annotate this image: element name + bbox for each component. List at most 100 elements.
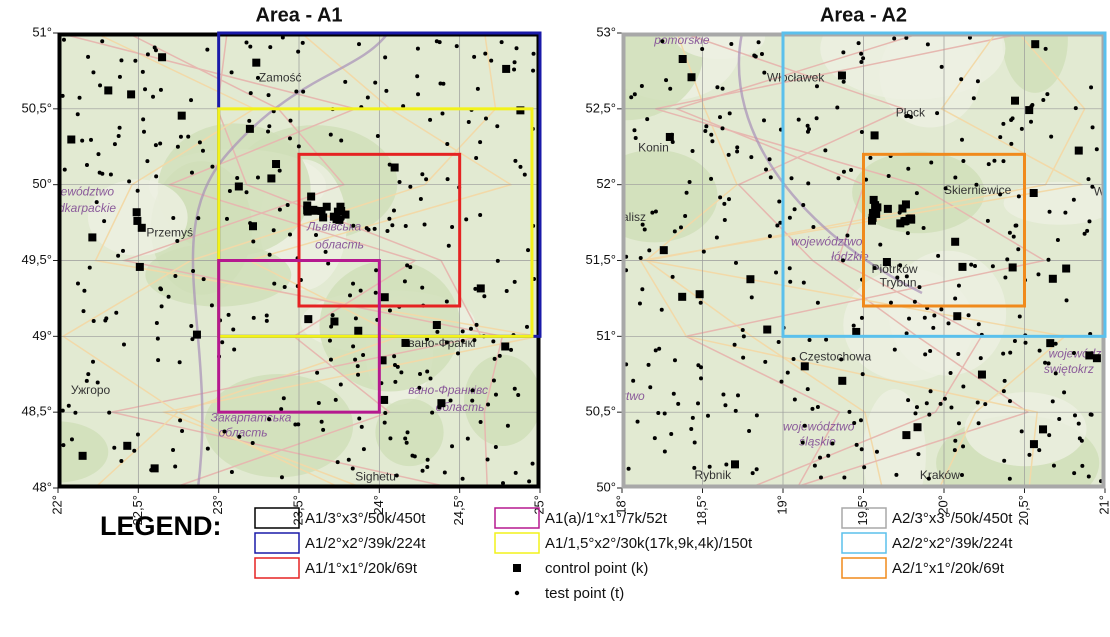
y-tick-label: 48,5°	[21, 404, 52, 419]
control-point	[267, 174, 275, 182]
place-label: Sighetu	[355, 470, 396, 484]
test-point	[1008, 351, 1012, 355]
test-point	[518, 165, 522, 169]
x-tick-label: 18,5°	[694, 495, 709, 526]
control-point	[731, 460, 739, 468]
test-point	[943, 397, 947, 401]
test-point	[230, 470, 234, 474]
place-label: województwo	[783, 420, 855, 434]
test-point	[1002, 389, 1006, 393]
test-point	[513, 387, 517, 391]
test-point	[251, 239, 255, 243]
test-point	[210, 165, 214, 169]
place-label: Ужгоро	[71, 383, 111, 397]
test-point	[917, 285, 921, 289]
legend-label: A2/1°x1°/20k/69t	[892, 560, 1005, 577]
test-point	[456, 351, 460, 355]
test-point	[374, 291, 378, 295]
test-point	[88, 266, 92, 270]
test-point	[283, 285, 287, 289]
test-point	[643, 227, 647, 231]
control-point	[688, 73, 696, 81]
test-point	[1044, 47, 1048, 51]
test-point	[935, 111, 939, 115]
test-point	[405, 441, 409, 445]
test-point	[673, 358, 677, 362]
test-point	[256, 176, 260, 180]
test-point	[1074, 106, 1078, 110]
x-tick-label: 19,5°	[855, 495, 870, 526]
test-point	[1091, 125, 1095, 129]
test-point	[156, 358, 160, 362]
test-point	[171, 448, 175, 452]
y-tick-label: 52°	[596, 176, 616, 191]
legend-swatch	[842, 558, 886, 578]
control-point	[746, 275, 754, 283]
test-point	[905, 331, 909, 335]
test-point	[265, 319, 269, 323]
test-point	[210, 303, 214, 307]
test-point	[447, 244, 451, 248]
legend-label: A1/1°x1°/20k/69t	[305, 560, 418, 577]
test-point	[416, 92, 420, 96]
test-point	[931, 326, 935, 330]
test-point	[1086, 177, 1090, 181]
test-point	[692, 466, 696, 470]
test-point	[696, 363, 700, 367]
test-point	[836, 176, 840, 180]
test-point	[849, 168, 853, 172]
test-point	[842, 80, 846, 84]
test-point	[706, 414, 710, 418]
test-point	[645, 117, 649, 121]
legend-label: A1/3°x3°/50k/450t	[305, 510, 426, 527]
test-point	[118, 75, 122, 79]
test-point	[328, 339, 332, 343]
test-point	[176, 145, 180, 149]
test-point	[969, 263, 973, 267]
test-point	[977, 322, 981, 326]
test-point	[775, 224, 779, 228]
test-point	[762, 71, 766, 75]
test-point	[142, 130, 146, 134]
y-tick-label: 50,5°	[585, 404, 616, 419]
test-point	[841, 258, 845, 262]
test-point	[847, 410, 851, 414]
test-point	[1029, 120, 1033, 124]
legend-label: test point (t)	[545, 585, 624, 602]
test-point	[654, 210, 658, 214]
test-point	[403, 279, 407, 283]
test-point	[894, 473, 898, 477]
test-point	[640, 84, 644, 88]
test-point	[256, 76, 260, 80]
test-point	[683, 214, 687, 218]
test-point	[928, 349, 932, 353]
test-point	[974, 183, 978, 187]
test-point	[967, 313, 971, 317]
test-point	[146, 52, 150, 56]
test-point	[777, 340, 781, 344]
test-point	[769, 175, 773, 179]
test-point	[531, 462, 535, 466]
test-point	[859, 60, 863, 64]
test-point	[906, 398, 910, 402]
test-point	[326, 262, 330, 266]
test-point	[249, 91, 253, 95]
test-point	[1003, 275, 1007, 279]
test-point	[1018, 315, 1022, 319]
x-tick-label: 21°	[1096, 495, 1110, 515]
test-point	[733, 343, 737, 347]
test-point	[816, 301, 820, 305]
control-point	[1049, 275, 1057, 283]
test-point	[420, 286, 424, 290]
test-point	[909, 115, 913, 119]
test-point	[252, 316, 256, 320]
test-point	[385, 229, 389, 233]
control-point	[901, 217, 909, 225]
test-point	[672, 392, 676, 396]
control-point	[678, 293, 686, 301]
test-point	[953, 448, 957, 452]
test-point	[421, 469, 425, 473]
test-point	[936, 254, 940, 258]
test-point	[691, 416, 695, 420]
test-point	[887, 174, 891, 178]
